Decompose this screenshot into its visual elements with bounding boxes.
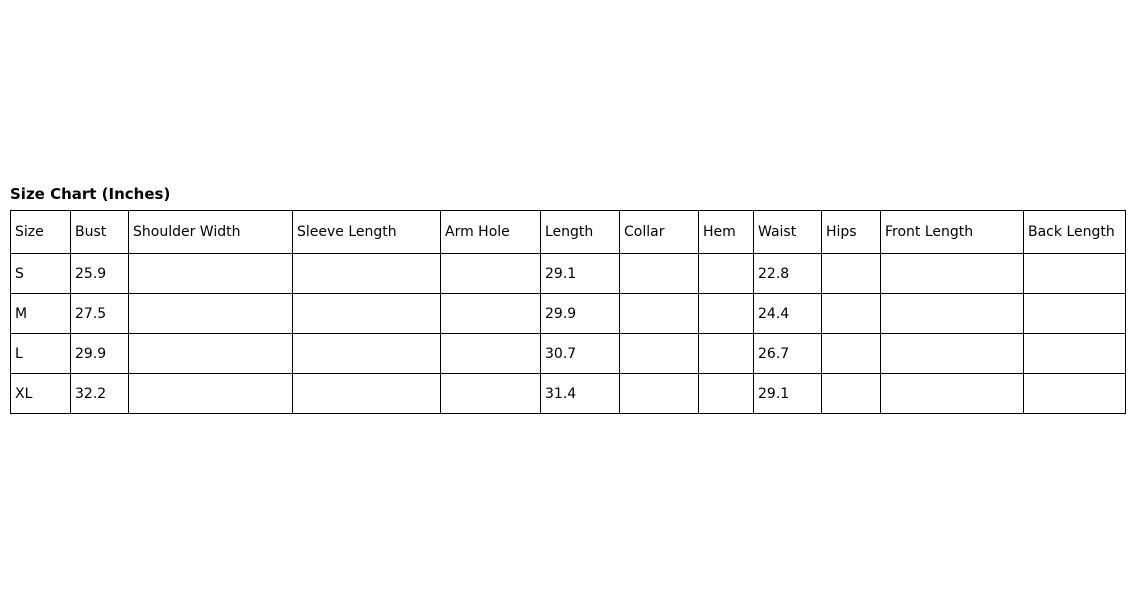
table-cell: 30.7 — [540, 333, 620, 374]
table-cell — [128, 373, 293, 414]
table-cell — [821, 253, 881, 294]
table-cell — [440, 373, 541, 414]
table-cell — [880, 253, 1024, 294]
table-cell — [619, 373, 699, 414]
table-row: XL 32.2 31.4 29.1 — [10, 373, 1126, 414]
table-row: L 29.9 30.7 26.7 — [10, 333, 1126, 374]
column-header: Collar — [619, 210, 699, 254]
table-cell: 32.2 — [70, 373, 129, 414]
table-cell: 29.9 — [70, 333, 129, 374]
size-chart-section: Size Chart (Inches) Size Bust Shoulder Wid… — [10, 185, 1126, 414]
table-cell — [821, 333, 881, 374]
size-chart-title: Size Chart (Inches) — [10, 185, 171, 203]
column-header: Bust — [70, 210, 129, 254]
table-cell — [619, 253, 699, 294]
column-header: Arm Hole — [440, 210, 541, 254]
table-cell — [698, 293, 754, 334]
column-header: Hips — [821, 210, 881, 254]
column-header: Shoulder Width — [128, 210, 293, 254]
table-cell — [128, 293, 293, 334]
table-cell — [698, 253, 754, 294]
table-cell — [698, 373, 754, 414]
size-chart-table: Size Bust Shoulder Width Sleeve Length Arm H… — [10, 210, 1126, 414]
table-cell — [880, 373, 1024, 414]
table-cell — [292, 293, 441, 334]
table-cell: 27.5 — [70, 293, 129, 334]
table-cell — [619, 333, 699, 374]
table-cell: 24.4 — [753, 293, 822, 334]
column-header: Back Length — [1023, 210, 1126, 254]
table-cell: 22.8 — [753, 253, 822, 294]
column-header: Size — [10, 210, 71, 254]
table-cell — [292, 333, 441, 374]
table-cell — [440, 253, 541, 294]
table-cell — [880, 293, 1024, 334]
table-cell: 25.9 — [70, 253, 129, 294]
column-header: Sleeve Length — [292, 210, 441, 254]
column-header: Length — [540, 210, 620, 254]
table-cell — [1023, 293, 1126, 334]
table-cell — [1023, 333, 1126, 374]
size-label-cell: S — [10, 253, 71, 294]
header-row: Size Bust Shoulder Width Sleeve Length Arm H… — [10, 210, 1126, 254]
table-cell: 29.9 — [540, 293, 620, 334]
table-cell — [1023, 253, 1126, 294]
size-label-cell: M — [10, 293, 71, 334]
size-label-cell: L — [10, 333, 71, 374]
column-header: Front Length — [880, 210, 1024, 254]
size-label-cell: XL — [10, 373, 71, 414]
table-cell — [821, 293, 881, 334]
table-cell — [880, 333, 1024, 374]
column-header: Hem — [698, 210, 754, 254]
table-cell — [619, 293, 699, 334]
table-cell — [440, 293, 541, 334]
table-cell — [128, 333, 293, 374]
table-cell: 29.1 — [753, 373, 822, 414]
table-row: S 25.9 29.1 22.8 — [10, 253, 1126, 294]
table-cell — [292, 253, 441, 294]
table-cell: 26.7 — [753, 333, 822, 374]
table-cell — [821, 373, 881, 414]
table-cell — [698, 333, 754, 374]
table-row: M 27.5 29.9 24.4 — [10, 293, 1126, 334]
table-cell: 29.1 — [540, 253, 620, 294]
column-header: Waist — [753, 210, 822, 254]
table-cell: 31.4 — [540, 373, 620, 414]
table-cell — [440, 333, 541, 374]
table-cell — [292, 373, 441, 414]
table-cell — [1023, 373, 1126, 414]
table-cell — [128, 253, 293, 294]
